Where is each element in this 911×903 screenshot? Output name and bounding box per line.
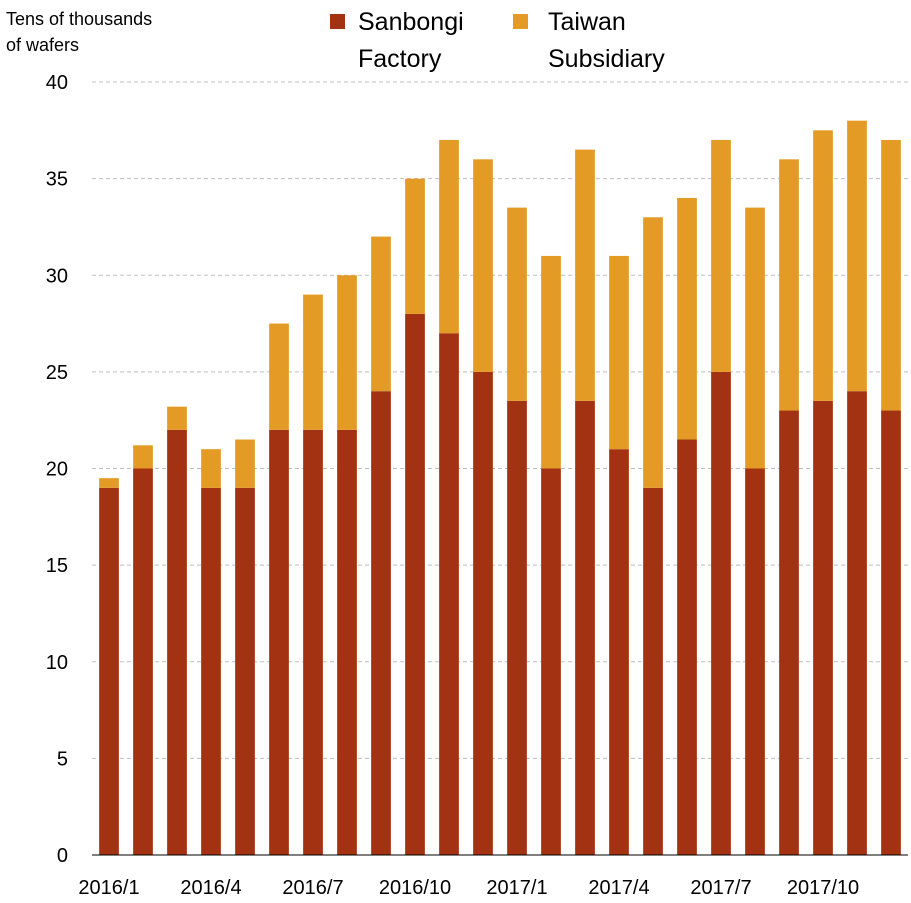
bar-taiwan-subsidiary <box>303 294 323 430</box>
legend-swatch-sanbongi <box>330 14 345 29</box>
bar-taiwan-subsidiary <box>711 139 731 372</box>
bar-taiwan-subsidiary <box>201 449 221 488</box>
y-tick-label: 30 <box>46 265 68 287</box>
bar-sanbongi-factory <box>677 439 697 855</box>
x-tick-label: 2017/1 <box>486 877 547 899</box>
bar-sanbongi-factory <box>881 410 901 855</box>
x-tick-label: 2017/10 <box>787 877 859 899</box>
bar-sanbongi-factory <box>745 468 765 855</box>
bar-taiwan-subsidiary <box>643 217 663 488</box>
bar-taiwan-subsidiary <box>813 130 833 401</box>
bar-taiwan-subsidiary <box>609 255 629 450</box>
bar-taiwan-subsidiary <box>99 478 119 488</box>
legend: Sanbongi Factory Taiwan Subsidiary <box>330 8 665 73</box>
x-axis-ticks: 2016/1 2016/4 2016/7 2016/10 2017/1 2017/4 201… <box>78 877 859 899</box>
unit-label-line-1: Tens of thousands <box>6 9 152 29</box>
bar-taiwan-subsidiary <box>269 323 289 430</box>
bar-taiwan-subsidiary <box>473 159 493 372</box>
bar-sanbongi-factory <box>405 313 425 855</box>
bar-sanbongi-factory <box>813 400 833 855</box>
bar-sanbongi-factory <box>473 371 493 855</box>
bar-sanbongi-factory <box>847 391 867 855</box>
legend-label-taiwan-line-2: Subsidiary <box>548 45 665 73</box>
bar-sanbongi-factory <box>303 429 323 855</box>
bar-sanbongi-factory <box>439 333 459 856</box>
legend-swatch-taiwan <box>513 14 528 29</box>
x-tick-label: 2017/4 <box>588 877 649 899</box>
bar-taiwan-subsidiary <box>575 149 595 401</box>
bar-taiwan-subsidiary <box>507 207 527 401</box>
bar-sanbongi-factory <box>201 487 221 855</box>
bar-taiwan-subsidiary <box>167 406 187 430</box>
y-axis-ticks: 0 5 10 15 20 25 30 35 40 <box>46 72 68 867</box>
x-tick-label: 2016/10 <box>379 877 451 899</box>
bar-taiwan-subsidiary <box>745 207 765 469</box>
y-tick-label: 0 <box>57 845 68 867</box>
x-tick-label: 2017/7 <box>690 877 751 899</box>
bar-taiwan-subsidiary <box>133 445 153 469</box>
bar-sanbongi-factory <box>167 429 187 855</box>
bar-sanbongi-factory <box>507 400 527 855</box>
bar-sanbongi-factory <box>643 487 663 855</box>
bar-taiwan-subsidiary <box>235 439 255 488</box>
bar-taiwan-subsidiary <box>405 178 425 314</box>
y-tick-label: 35 <box>46 169 68 191</box>
bar-taiwan-subsidiary <box>439 139 459 334</box>
y-tick-label: 40 <box>46 72 68 94</box>
x-tick-label: 2016/1 <box>78 877 139 899</box>
unit-label-line-2: of wafers <box>6 35 79 55</box>
y-tick-label: 25 <box>46 362 68 384</box>
y-tick-label: 20 <box>46 459 68 481</box>
bar-sanbongi-factory <box>337 429 357 855</box>
bar-sanbongi-factory <box>779 410 799 855</box>
bars <box>99 120 901 856</box>
legend-label-sanbongi-line-2: Factory <box>358 45 442 73</box>
bar-sanbongi-factory <box>133 468 153 855</box>
bar-taiwan-subsidiary <box>847 120 867 392</box>
y-tick-label: 15 <box>46 555 68 577</box>
bar-taiwan-subsidiary <box>881 139 901 411</box>
legend-label-taiwan-line-1: Taiwan <box>548 8 626 36</box>
y-tick-label: 10 <box>46 652 68 674</box>
bar-taiwan-subsidiary <box>677 197 697 440</box>
gridlines <box>92 81 908 759</box>
x-tick-label: 2016/4 <box>180 877 241 899</box>
y-tick-label: 5 <box>57 748 68 770</box>
bar-sanbongi-factory <box>609 449 629 855</box>
bar-taiwan-subsidiary <box>779 159 799 411</box>
bar-sanbongi-factory <box>269 429 289 855</box>
bar-sanbongi-factory <box>235 487 255 855</box>
legend-label-sanbongi-line-1: Sanbongi <box>358 8 464 36</box>
bar-taiwan-subsidiary <box>337 275 357 430</box>
bar-sanbongi-factory <box>541 468 561 855</box>
bar-taiwan-subsidiary <box>371 236 391 392</box>
bar-sanbongi-factory <box>575 400 595 855</box>
bar-sanbongi-factory <box>371 391 391 855</box>
x-tick-label: 2016/7 <box>282 877 343 899</box>
bar-sanbongi-factory <box>711 371 731 855</box>
bar-taiwan-subsidiary <box>541 255 561 469</box>
bar-sanbongi-factory <box>99 487 119 855</box>
